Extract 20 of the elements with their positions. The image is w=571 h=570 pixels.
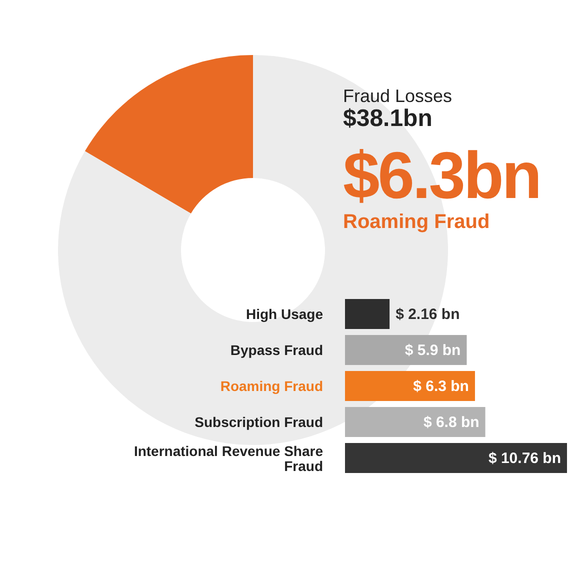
text: Fraud Losses	[343, 86, 454, 107]
bar	[345, 407, 486, 437]
bar	[345, 371, 475, 401]
text: Roaming Fraud	[343, 211, 491, 234]
data-label: $ 10.76 bn	[488, 450, 561, 467]
bar	[345, 335, 467, 365]
y-tick-label: High Usage	[246, 306, 324, 322]
y-tick-label: Bypass Fraud	[230, 342, 323, 358]
bar	[345, 443, 567, 473]
data-label: $ 6.3 bn	[413, 378, 469, 395]
data-label: $ 5.9 bn	[404, 342, 461, 359]
text: $6.3bn	[343, 137, 540, 213]
y-tick-label: Roaming Fraud	[220, 378, 323, 394]
y-tick-label: Subscription Fraud	[194, 414, 323, 430]
data-label: $ 2.16 bn	[396, 306, 460, 323]
text: $38.1bn	[343, 105, 434, 133]
y-tick-label: International Revenue Share Fraud	[134, 443, 324, 474]
donut-slice	[84, 55, 253, 214]
bar	[345, 299, 390, 329]
data-label: $ 6.8 bn	[423, 414, 480, 431]
